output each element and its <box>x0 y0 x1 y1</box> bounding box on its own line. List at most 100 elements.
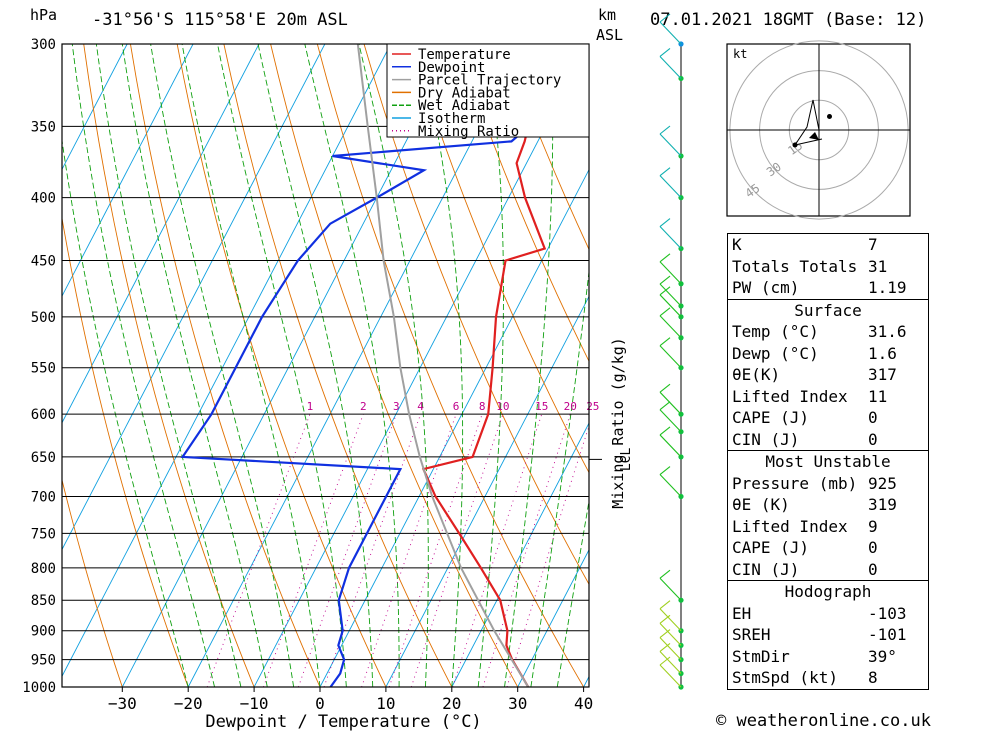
hodograph-point <box>827 114 832 119</box>
wind-barb-flag <box>659 656 671 666</box>
wind-barb-flag <box>659 643 671 652</box>
pressure-tick-label: 300 <box>31 37 56 53</box>
index-value: 11 <box>868 386 888 406</box>
wind-barb <box>659 577 682 601</box>
wind-barb <box>659 175 682 199</box>
x-tick-label: 10 <box>376 694 395 713</box>
mixing-ratio-line <box>388 414 483 687</box>
wind-barb-flag <box>659 286 671 296</box>
index-row: CIN (J) 0 <box>728 429 928 451</box>
wet-adiabat-line <box>62 137 189 687</box>
index-value: 1.19 <box>868 278 907 297</box>
mixing-ratio-label: 2 <box>360 400 367 413</box>
index-value: 31.6 <box>868 322 907 341</box>
isotherm-line <box>62 44 194 298</box>
index-value: 9 <box>868 516 878 536</box>
hpa-label: hPa <box>30 6 58 24</box>
hodograph-ring-label: 15 <box>785 138 805 158</box>
wind-barb-flag <box>659 275 671 285</box>
index-label: CIN (J) <box>732 559 800 579</box>
wind-barb-flag <box>659 125 671 135</box>
datetime-title: 07.01.2021 18GMT (Base: 12) <box>650 10 927 30</box>
index-row: CAPE (J) 0 <box>728 537 928 559</box>
hodograph-point <box>792 142 798 148</box>
index-label: CIN (J) <box>732 429 800 449</box>
mixing-ratio-label: 20 <box>564 400 577 413</box>
mixing-ratio-axis-label: Mixing Ratio (g/kg) <box>609 337 627 509</box>
mixing-ratio-label: 4 <box>417 400 424 413</box>
wet-adiabat-line <box>530 268 589 687</box>
hodograph-header: Hodograph <box>728 580 928 603</box>
wind-barb-flag <box>659 13 671 23</box>
wind-barb <box>659 315 682 339</box>
index-row: PW (cm) 1.19 <box>728 277 928 299</box>
index-label: θE(K) <box>732 365 781 384</box>
wind-barb <box>659 294 682 318</box>
isotherm-line <box>62 44 326 551</box>
index-value: 0 <box>868 559 878 579</box>
index-row: Lifted Index 9 <box>728 516 928 538</box>
pressure-tick-label: 600 <box>31 407 56 423</box>
wet-adiabat-line <box>419 44 464 687</box>
index-label: Temp (°C) <box>732 322 819 341</box>
dry-adiabat-line <box>410 44 589 474</box>
wind-barb-flag <box>659 337 671 347</box>
x-tick-label: 20 <box>442 694 461 713</box>
index-row: Lifted Index 11 <box>728 386 928 408</box>
mixing-ratio-line <box>263 414 364 687</box>
dry-adiabat-line <box>83 44 255 687</box>
pressure-tick-label: 1000 <box>22 680 56 696</box>
isotherm-line <box>517 548 589 687</box>
index-value: 7 <box>868 235 878 254</box>
legend-label: Isotherm <box>418 111 485 127</box>
index-row: θE(K) 317 <box>728 364 928 386</box>
isotherm-line <box>451 422 589 687</box>
mixing-ratio-label: 25 <box>586 400 599 413</box>
dry-adiabat-line <box>925 44 1000 687</box>
dry-adiabat-line <box>457 44 589 363</box>
wind-barb-flag <box>659 218 671 227</box>
wet-adiabat-line <box>121 44 268 687</box>
index-label: Lifted Index <box>732 516 848 536</box>
index-row: SREH -101 <box>728 624 928 646</box>
mixing-ratio-label: 3 <box>393 400 400 413</box>
dry-adiabat-line <box>503 44 589 251</box>
pressure-tick-label: 950 <box>31 653 56 669</box>
pressure-tick-label: 800 <box>31 561 56 577</box>
index-value: 8 <box>868 668 878 687</box>
indices-table: K 7 Totals Totals 31 PW (cm) 1.19 Surface Tem… <box>727 233 929 690</box>
mixing-ratio-label: 1 <box>307 400 314 413</box>
index-label: K <box>732 235 742 254</box>
pressure-tick-label: 450 <box>31 254 56 270</box>
x-tick-label: −30 <box>108 694 137 713</box>
isotherm-line <box>319 168 589 687</box>
series-parcel-trajectory <box>356 44 530 687</box>
index-label: Pressure (mb) <box>732 473 858 493</box>
index-value: 39° <box>868 646 897 666</box>
isotherm-line <box>253 44 589 687</box>
dry-adiabat-line <box>62 215 189 687</box>
mixing-ratio-line <box>297 414 397 687</box>
wind-barb <box>659 56 682 79</box>
hodograph-ring-label: 30 <box>764 160 784 180</box>
wind-barb-flag <box>659 167 671 177</box>
wind-barb <box>659 409 682 433</box>
index-value: 0 <box>868 429 878 449</box>
index-label: StmDir <box>732 646 790 666</box>
x-tick-label: −10 <box>240 694 269 713</box>
wind-barb-flag <box>659 307 671 317</box>
index-label: CAPE (J) <box>732 538 810 557</box>
dry-adiabat-line <box>316 44 584 687</box>
wet-adiabat-line <box>504 44 554 687</box>
index-value: 317 <box>868 365 897 384</box>
index-row: CAPE (J) 0 <box>728 407 928 429</box>
index-label: SREH <box>732 625 771 644</box>
wind-barb <box>659 391 682 415</box>
dry-adiabat-line <box>971 44 1000 687</box>
mixing-ratio-line <box>452 414 543 687</box>
wind-barb <box>659 664 682 688</box>
hodograph-trace <box>793 99 823 146</box>
mixing-ratio-label: 8 <box>479 400 486 413</box>
wet-adiabat-line <box>181 44 321 687</box>
pressure-tick-label: 550 <box>31 361 56 377</box>
